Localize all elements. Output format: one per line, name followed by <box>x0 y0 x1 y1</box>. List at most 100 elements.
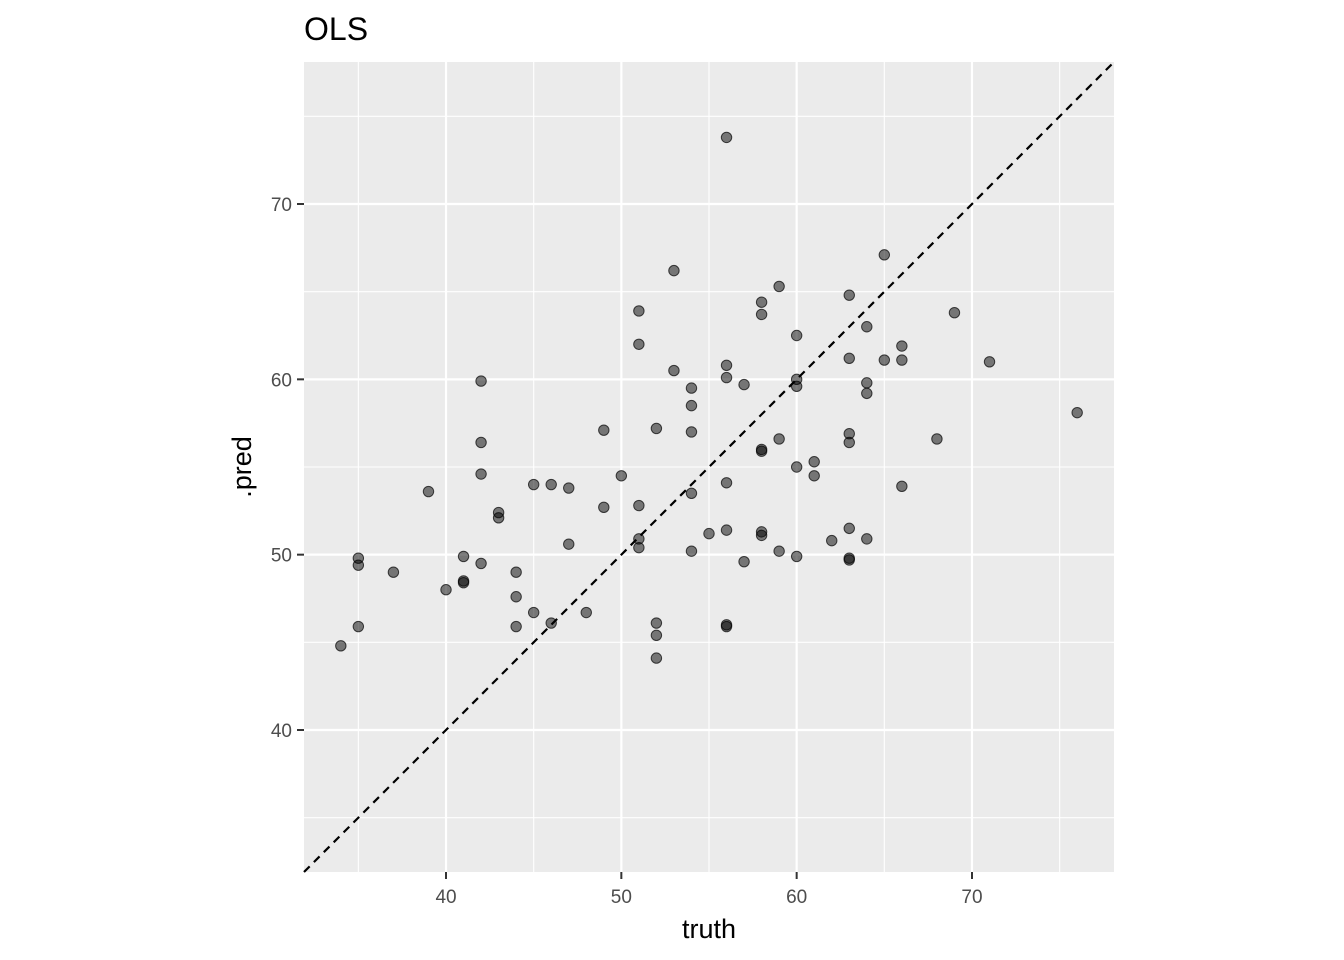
data-point <box>790 550 803 563</box>
y-tick-label: 60 <box>271 370 292 391</box>
y-tick-label: 50 <box>271 546 292 567</box>
data-point <box>843 522 855 535</box>
data-point <box>668 364 680 377</box>
x-tick-label: 60 <box>786 887 807 908</box>
data-point <box>896 340 908 352</box>
data-point <box>790 380 803 393</box>
y-axis-label: .pred <box>227 436 257 498</box>
data-point <box>861 533 873 545</box>
data-point <box>475 375 487 387</box>
data-point <box>755 296 768 308</box>
chart-title: OLS <box>304 11 368 47</box>
data-point <box>615 470 628 482</box>
x-tick-label: 70 <box>961 887 982 908</box>
data-point <box>527 606 540 619</box>
data-point <box>387 566 400 578</box>
x-axis: 40 50 60 70 <box>435 872 983 908</box>
data-point <box>773 545 785 557</box>
data-point <box>510 566 522 578</box>
data-point <box>633 305 645 317</box>
data-point <box>475 557 487 570</box>
data-point <box>843 436 855 449</box>
data-point <box>1071 406 1083 419</box>
data-point <box>861 387 873 400</box>
x-tick-label: 50 <box>611 887 632 908</box>
data-point <box>720 359 733 372</box>
data-point <box>650 617 663 629</box>
data-point <box>861 321 873 333</box>
data-point <box>440 584 452 596</box>
data-point <box>896 480 908 492</box>
data-point <box>843 352 855 364</box>
data-point <box>545 478 557 491</box>
data-point <box>720 131 733 144</box>
data-point <box>633 499 645 512</box>
x-tick-label: 40 <box>435 887 456 908</box>
data-point <box>475 468 487 480</box>
data-points <box>335 131 1083 664</box>
data-point <box>755 445 768 457</box>
data-point <box>598 424 610 436</box>
data-point <box>633 338 645 350</box>
data-point <box>703 527 715 540</box>
data-point <box>878 249 891 261</box>
data-point <box>475 436 487 449</box>
data-point <box>527 478 540 491</box>
data-point <box>580 606 592 619</box>
data-point <box>352 559 365 571</box>
data-point <box>843 289 855 301</box>
data-point <box>790 329 803 342</box>
data-point <box>685 382 698 394</box>
data-point <box>650 422 663 435</box>
data-point <box>948 307 961 319</box>
y-tick-label: 40 <box>271 721 292 742</box>
data-point <box>685 399 698 412</box>
data-point <box>685 426 698 438</box>
data-point <box>598 501 610 514</box>
data-point <box>755 529 768 542</box>
y-axis: 40 50 60 70 <box>271 195 304 742</box>
y-tick-label: 70 <box>271 195 292 216</box>
data-point <box>790 461 803 473</box>
data-point <box>861 377 873 389</box>
data-point <box>720 524 733 536</box>
data-point <box>931 433 943 445</box>
data-point <box>685 487 698 499</box>
data-point <box>896 354 908 366</box>
data-point <box>738 555 750 568</box>
data-point <box>755 308 768 321</box>
data-point <box>563 482 575 494</box>
data-point <box>457 577 470 589</box>
data-point <box>878 354 891 366</box>
data-point <box>685 545 698 557</box>
data-point <box>510 620 522 633</box>
data-point <box>510 591 522 603</box>
data-point <box>633 541 645 554</box>
x-axis-label: truth <box>682 914 736 944</box>
data-point <box>738 378 750 391</box>
data-point <box>826 534 838 547</box>
major-grid <box>304 62 1114 872</box>
data-point <box>843 552 855 564</box>
data-point <box>650 629 663 642</box>
minor-grid <box>304 62 1114 872</box>
data-point <box>773 280 785 293</box>
data-point <box>668 264 680 277</box>
data-point <box>335 640 347 652</box>
data-point <box>650 652 663 664</box>
data-point <box>720 620 733 633</box>
data-point <box>545 617 557 629</box>
data-point <box>352 620 365 633</box>
data-point <box>808 470 820 482</box>
data-point <box>720 477 733 489</box>
data-point <box>808 456 820 468</box>
identity-reference-line <box>303 61 1115 873</box>
data-point <box>563 538 575 550</box>
data-point <box>720 371 733 384</box>
data-point <box>422 485 435 498</box>
data-point <box>773 433 785 445</box>
data-point <box>983 356 996 368</box>
data-point <box>492 512 505 524</box>
data-point <box>457 550 470 563</box>
